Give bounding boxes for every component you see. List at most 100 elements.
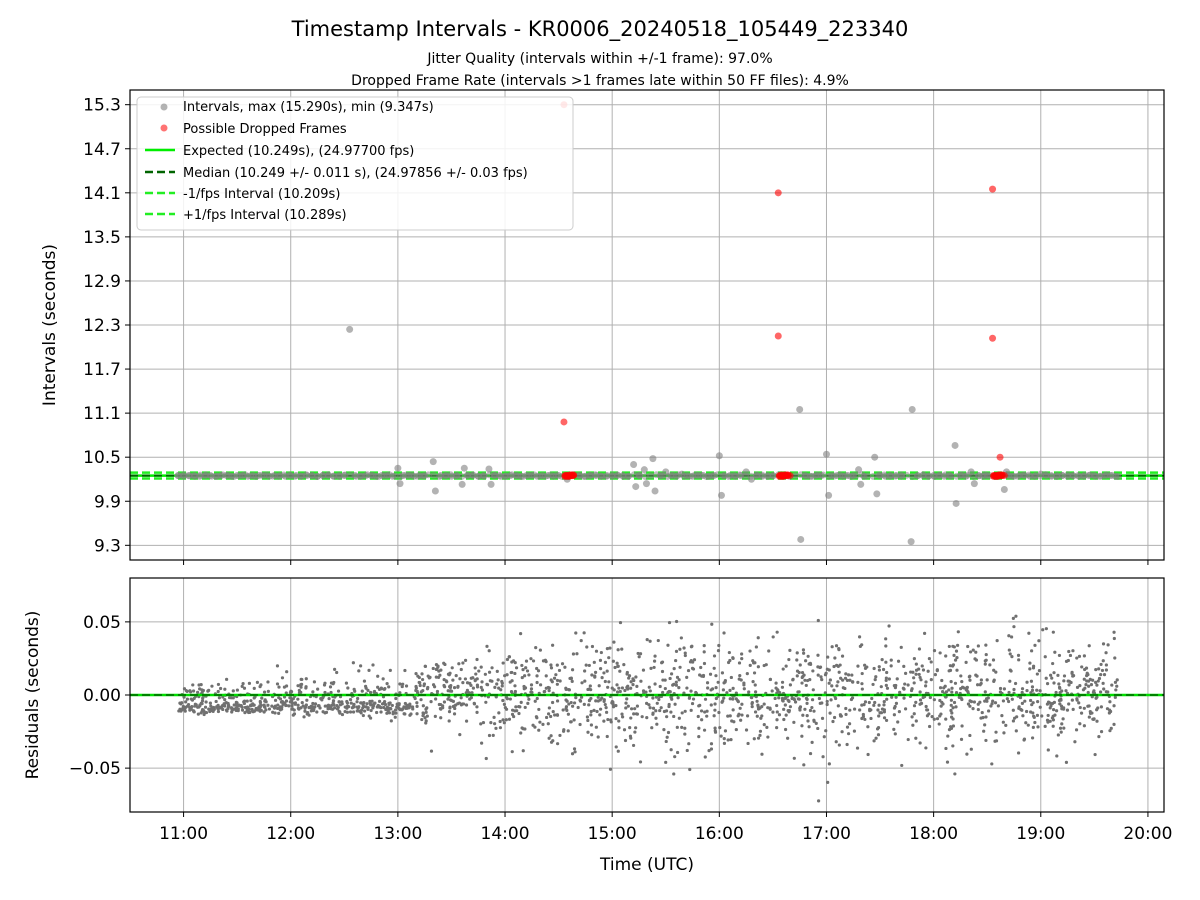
residual-point — [305, 698, 309, 702]
residual-point — [367, 714, 371, 718]
residual-point — [622, 663, 626, 667]
residual-point — [415, 701, 419, 705]
residual-point — [240, 705, 244, 709]
residual-point — [1087, 644, 1091, 648]
residual-point — [356, 696, 360, 701]
residual-point — [651, 712, 655, 716]
top-y-tick-label: 12.3 — [83, 316, 121, 336]
residual-point — [953, 772, 957, 776]
residual-point — [827, 681, 831, 685]
residual-point — [731, 697, 735, 701]
residual-point — [1078, 722, 1082, 726]
residual-point — [235, 688, 239, 692]
residual-point — [1075, 685, 1080, 689]
residual-point — [387, 685, 391, 689]
residual-point — [1087, 679, 1091, 683]
residual-point — [302, 715, 306, 719]
residual-point — [753, 661, 757, 665]
residual-point — [740, 652, 744, 656]
residual-point — [747, 690, 751, 694]
residual-point — [182, 687, 187, 691]
residual-point — [1095, 683, 1099, 687]
residual-point — [830, 645, 834, 649]
interval-points — [174, 325, 1122, 546]
residual-point — [590, 733, 594, 737]
residual-point — [784, 664, 788, 668]
residual-point — [500, 679, 504, 684]
interval-point — [806, 472, 814, 480]
residual-point — [570, 679, 574, 684]
residual-point — [940, 678, 944, 683]
residual-point — [552, 676, 557, 680]
residual-point — [493, 722, 497, 726]
residual-point — [820, 716, 825, 721]
residual-point — [964, 660, 968, 664]
interval-point — [396, 480, 404, 488]
residual-point — [385, 711, 389, 715]
interval-point — [1021, 472, 1029, 480]
residual-point — [805, 701, 809, 705]
residual-point — [754, 645, 758, 649]
residual-point — [404, 684, 409, 688]
interval-point — [421, 472, 429, 480]
residual-point — [385, 682, 389, 686]
residual-point — [884, 683, 888, 687]
residual-point — [418, 681, 422, 685]
residual-point — [216, 709, 221, 714]
residual-point — [698, 673, 702, 677]
residual-point — [714, 674, 718, 678]
dropped-frame-point — [784, 471, 792, 479]
residual-point — [873, 700, 877, 705]
residual-point — [939, 712, 943, 716]
residual-point — [994, 730, 998, 734]
residual-point — [941, 690, 945, 694]
residual-point — [580, 681, 584, 685]
residual-point — [311, 701, 315, 706]
residual-point — [983, 723, 987, 727]
residual-point — [309, 705, 313, 709]
interval-point — [747, 475, 755, 483]
residual-point — [650, 726, 654, 730]
residual-point — [807, 725, 811, 729]
residual-point — [745, 671, 749, 676]
interval-point — [869, 472, 877, 480]
residual-point — [1064, 689, 1068, 693]
residual-point — [1104, 668, 1109, 672]
residual-point — [797, 697, 801, 701]
residual-point — [183, 707, 187, 711]
residual-point — [672, 667, 676, 671]
interval-point — [324, 472, 332, 480]
residual-point — [541, 659, 546, 663]
residual-point — [234, 700, 238, 704]
residual-point — [258, 685, 262, 689]
residual-point — [844, 706, 848, 711]
residual-point — [978, 700, 982, 704]
residual-point — [578, 699, 583, 703]
residual-point — [531, 659, 536, 663]
residual-point — [593, 670, 598, 674]
residual-point — [493, 685, 497, 689]
residual-point — [190, 698, 195, 702]
residual-point — [928, 695, 932, 700]
residual-point — [879, 685, 883, 689]
interval-point — [276, 472, 284, 480]
residual-point — [327, 705, 331, 709]
residual-point — [602, 671, 606, 675]
residual-point — [603, 702, 607, 707]
residual-point — [420, 717, 424, 722]
residual-point — [734, 697, 738, 701]
residual-point — [458, 677, 462, 681]
residual-point — [633, 707, 637, 711]
residual-point — [929, 660, 933, 664]
residual-point — [664, 760, 668, 764]
residual-point — [925, 714, 930, 718]
residual-point — [1059, 704, 1064, 708]
residual-point — [474, 672, 478, 676]
residual-point — [422, 682, 427, 686]
residual-point — [675, 675, 680, 679]
residual-point — [241, 682, 245, 686]
residual-point — [872, 739, 876, 743]
residual-point — [1084, 683, 1088, 687]
residual-point — [383, 702, 388, 707]
residual-point — [899, 645, 903, 649]
